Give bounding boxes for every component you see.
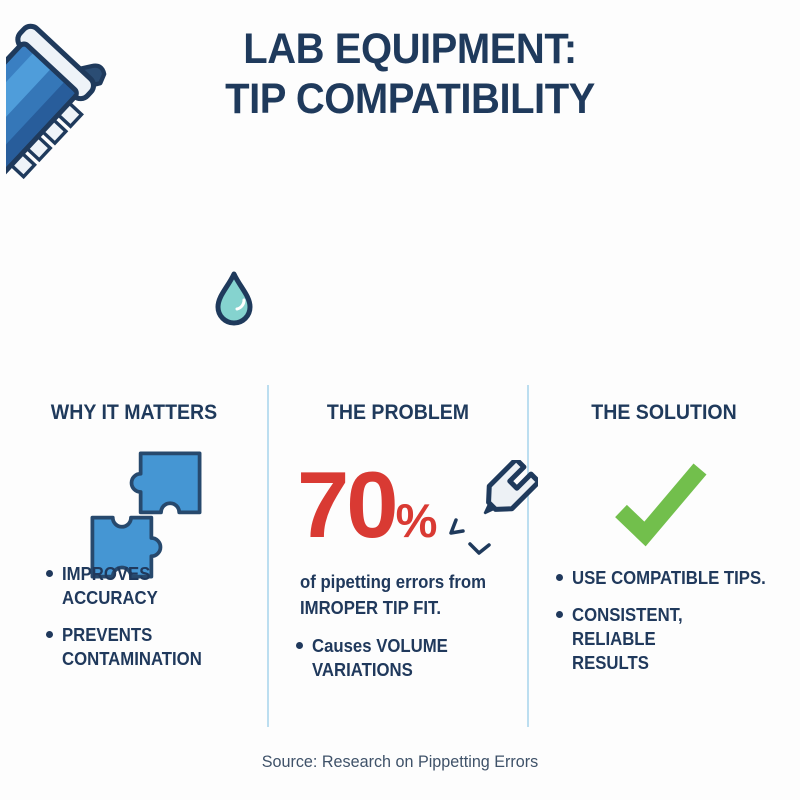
column-header-why-it-matters: WHY IT MATTERS bbox=[50, 401, 218, 424]
source-attribution: Source: Research on Pippetting Errors bbox=[261, 752, 539, 771]
title-line1: LAB EQUIPMENT: bbox=[243, 25, 577, 73]
marker-pen-icon bbox=[449, 460, 538, 555]
stat-caption-text: of pipetting errors from IMROPER TIP FIT… bbox=[300, 572, 487, 618]
list-item: PREVENTS CONTAMINATION bbox=[46, 623, 256, 671]
bullet-text: PREVENTS CONTAMINATION bbox=[62, 625, 202, 669]
column-header-the-solution: THE SOLUTION bbox=[591, 401, 737, 424]
column-header-the-problem: THE PROBLEM bbox=[326, 401, 470, 424]
bullet-dot bbox=[296, 642, 303, 649]
bullet-text: Causes VOLUME VARIATIONS bbox=[312, 636, 448, 680]
list-item: CONSISTENT, RELIABLE RESULTS bbox=[556, 603, 786, 675]
bullet-dot bbox=[46, 570, 53, 577]
droplet-icon bbox=[215, 271, 253, 326]
title-line2: TIP COMPATIBILITY bbox=[225, 75, 595, 123]
stat-value: 70 bbox=[297, 452, 399, 557]
bullet-dot bbox=[556, 574, 563, 581]
list-item: Causes VOLUME VARIATIONS bbox=[296, 634, 481, 682]
bullet-dot bbox=[46, 631, 53, 638]
stat-caption: of pipetting errors from IMROPER TIP FIT… bbox=[300, 569, 515, 621]
list-item: IMPROVES ACCURACY bbox=[46, 562, 256, 610]
stat-unit: % bbox=[395, 494, 438, 547]
bullet-dot bbox=[556, 611, 563, 618]
stat-70-percent: 70% bbox=[297, 455, 437, 555]
why-it-matters-bullet-list: IMPROVES ACCURACY PREVENTS CONTAMINATION bbox=[46, 562, 256, 684]
page-title: LAB EQUIPMENT: TIP COMPATIBILITY bbox=[187, 24, 633, 124]
checkmark-icon bbox=[615, 463, 707, 547]
column-divider bbox=[267, 385, 269, 727]
problem-bullet-list: Causes VOLUME VARIATIONS bbox=[296, 634, 481, 695]
pipette-illustration bbox=[6, 23, 253, 326]
bullet-text: CONSISTENT, RELIABLE RESULTS bbox=[572, 605, 683, 673]
list-item: USE COMPATIBLE TIPS. bbox=[556, 566, 786, 590]
bullet-text: IMPROVES ACCURACY bbox=[62, 564, 158, 608]
bullet-text: USE COMPATIBLE TIPS. bbox=[572, 568, 766, 588]
column-divider bbox=[527, 385, 529, 727]
puzzle-pieces-icon bbox=[90, 451, 202, 579]
solution-bullet-list: USE COMPATIBLE TIPS. CONSISTENT, RELIABL… bbox=[556, 566, 786, 688]
